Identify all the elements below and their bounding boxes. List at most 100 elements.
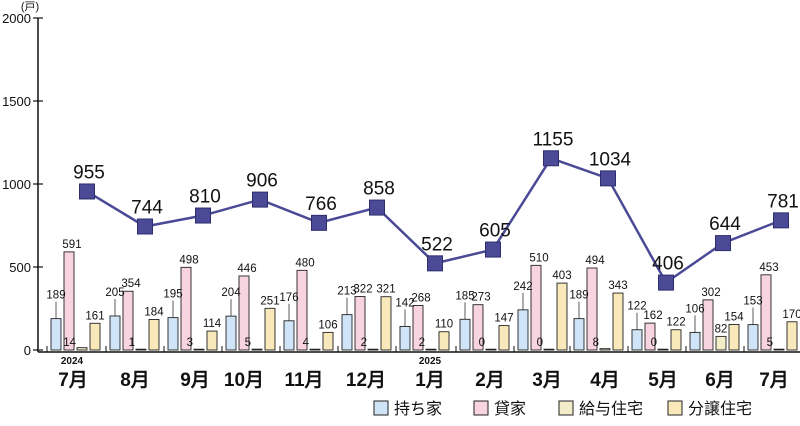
bar-2 (586, 267, 598, 351)
legend-swatch (473, 400, 489, 416)
total-marker (252, 191, 268, 208)
legend-swatch (667, 400, 683, 416)
bar-3 (76, 347, 88, 351)
bar-4 (786, 321, 798, 351)
bar-value-label: 161 (85, 310, 104, 322)
bar-3 (425, 348, 437, 351)
x-category-label: 1月 (415, 370, 445, 391)
total-marker (773, 212, 789, 229)
bar-4 (206, 330, 218, 351)
bar-value-label: 4 (303, 337, 310, 349)
bar-2 (702, 299, 714, 351)
y-tick-label: 1000 (2, 177, 31, 192)
bar-value-label: 5 (245, 337, 251, 349)
bar-2 (122, 290, 134, 351)
bar-4 (556, 282, 568, 351)
bar-value-label: 162 (643, 310, 662, 322)
bar-value-label: 453 (759, 262, 778, 274)
total-value-label: 858 (363, 179, 395, 200)
bar-value-label: 510 (529, 252, 548, 264)
bar-value-label: 403 (552, 270, 571, 282)
bar-value-label: 2 (361, 337, 367, 349)
x-category-label: 6月 (705, 370, 735, 391)
bar-1 (631, 329, 643, 351)
total-value-label: 644 (709, 214, 741, 235)
bar-2 (296, 269, 308, 351)
total-value-label: 522 (421, 234, 453, 255)
legend-label: 持ち家 (394, 400, 442, 418)
bar-value-label: 205 (105, 287, 124, 299)
bar-4 (380, 296, 392, 351)
x-category-label: 7月 (58, 370, 88, 391)
x-category-label: 11月 (284, 370, 323, 391)
total-marker (485, 241, 501, 258)
year-label: 2024 (61, 356, 84, 367)
total-marker (79, 183, 95, 200)
total-marker (658, 274, 674, 291)
bar-value-label: 0 (651, 337, 657, 349)
bar-2 (644, 322, 656, 351)
x-category-label: 12月 (346, 370, 386, 391)
bar-value-label: 8 (593, 337, 599, 349)
bar-value-label: 273 (471, 292, 490, 304)
bar-value-label: 106 (318, 319, 337, 331)
bar-value-label: 321 (376, 284, 395, 296)
bar-value-label: 242 (513, 281, 532, 293)
bar-value-label: 322 (353, 284, 372, 296)
bar-2 (760, 274, 772, 351)
x-category-label: 3月 (532, 370, 562, 391)
y-tick-label: 0 (24, 343, 31, 358)
bar-value-label: 184 (144, 306, 164, 318)
legend-swatch (373, 400, 389, 416)
bar-3 (599, 348, 611, 351)
bar-value-label: 154 (724, 311, 744, 323)
total-marker (600, 170, 616, 187)
total-marker (195, 207, 211, 224)
bar-value-label: 343 (608, 280, 627, 292)
bar-3 (251, 348, 263, 351)
bar-2 (238, 275, 250, 351)
x-category-label: 7月 (759, 370, 789, 391)
x-category-label: 10月 (224, 370, 264, 391)
legend-label: 貸家 (494, 400, 526, 418)
x-category-label: 8月 (120, 370, 150, 391)
bar-4 (728, 323, 740, 351)
bar-4 (670, 329, 682, 351)
bar-value-label: 110 (435, 319, 453, 331)
total-value-label: 605 (479, 221, 511, 242)
bar-value-label: 114 (203, 318, 222, 330)
bar-value-label: 122 (627, 301, 646, 313)
bar-2 (530, 264, 542, 351)
bar-1 (459, 318, 471, 351)
bar-1 (689, 331, 701, 351)
bar-value-label: 268 (411, 293, 430, 305)
total-value-label: 1034 (589, 149, 632, 170)
bar-3 (309, 348, 321, 351)
total-marker (427, 255, 443, 272)
bar-1 (283, 320, 295, 351)
total-value-label: 406 (652, 254, 684, 275)
bar-value-label: 122 (666, 317, 685, 329)
bar-value-label: 498 (179, 254, 198, 266)
total-marker (369, 199, 385, 216)
bar-value-label: 213 (337, 286, 356, 298)
bar-2 (354, 296, 366, 351)
bar-1 (747, 324, 759, 351)
bar-value-label: 142 (395, 297, 414, 309)
bar-1 (399, 325, 411, 351)
bar-3 (135, 348, 147, 351)
bar-1 (225, 315, 237, 351)
x-category-label: 9月 (180, 370, 210, 391)
bar-value-label: 446 (237, 263, 256, 275)
bar-value-label: 3 (187, 337, 193, 349)
bar-4 (322, 331, 334, 351)
y-axis-unit: (戸) (21, 1, 39, 13)
total-value-label: 906 (246, 171, 278, 192)
total-marker (311, 214, 327, 231)
bar-2 (472, 304, 484, 351)
bar-value-label: 251 (260, 295, 279, 307)
y-tick-label: 1500 (2, 94, 31, 109)
bar-value-label: 494 (585, 255, 605, 267)
